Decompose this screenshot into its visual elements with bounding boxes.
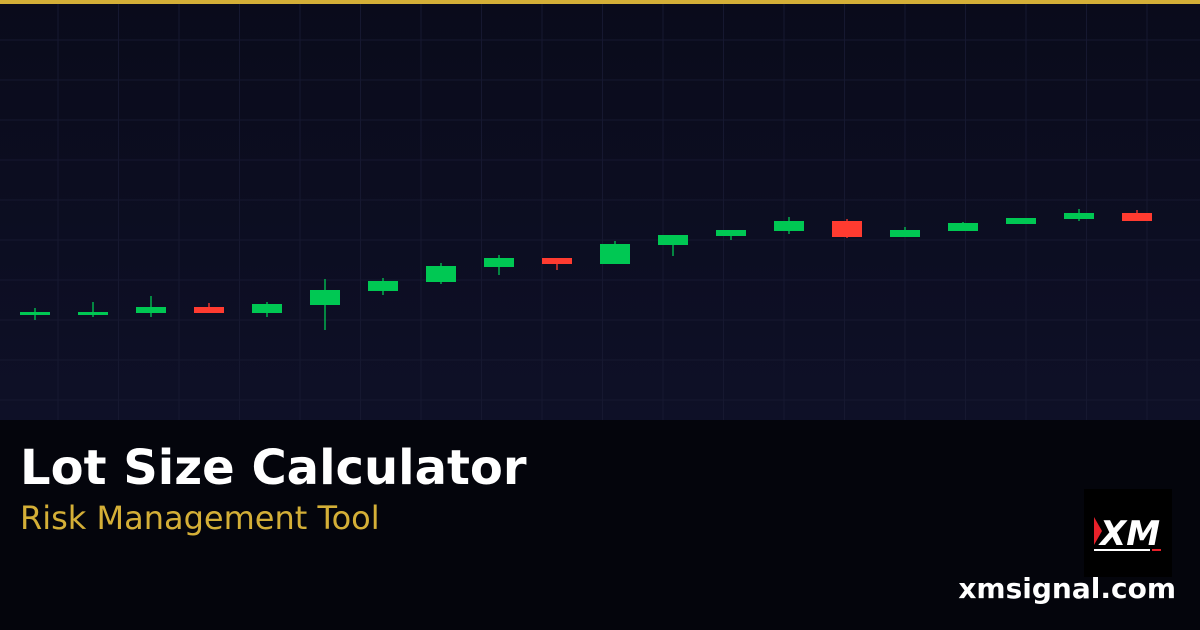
candle-bullish (484, 258, 514, 267)
candle-bullish (1064, 213, 1094, 219)
candle-bullish (948, 223, 978, 231)
candle-bullish (310, 290, 340, 305)
candle-bullish (136, 307, 166, 313)
candle-bullish (426, 266, 456, 282)
candle-bearish (194, 307, 224, 313)
candle-bullish (20, 312, 50, 315)
candle-bullish (78, 312, 108, 315)
footer-panel (0, 420, 1200, 630)
candle-bullish (1006, 218, 1036, 224)
accent-bar (0, 0, 1200, 4)
candlestick-chart (0, 4, 1200, 420)
candle-bullish (368, 281, 398, 291)
svg-text:XM: XM (1098, 514, 1160, 554)
candle-bullish (658, 235, 688, 245)
page-subtitle: Risk Management Tool (20, 499, 380, 537)
xm-logo: XM (1084, 489, 1172, 577)
site-domain: xmsignal.com (958, 572, 1176, 605)
candle-bearish (1122, 213, 1152, 221)
candle-bullish (890, 230, 920, 237)
candle-bearish (832, 221, 862, 237)
candle-bullish (600, 244, 630, 264)
candle-bullish (252, 304, 282, 313)
candle-bullish (774, 221, 804, 231)
candle-bearish (542, 258, 572, 264)
candle-bullish (716, 230, 746, 236)
page-title: Lot Size Calculator (20, 440, 527, 496)
